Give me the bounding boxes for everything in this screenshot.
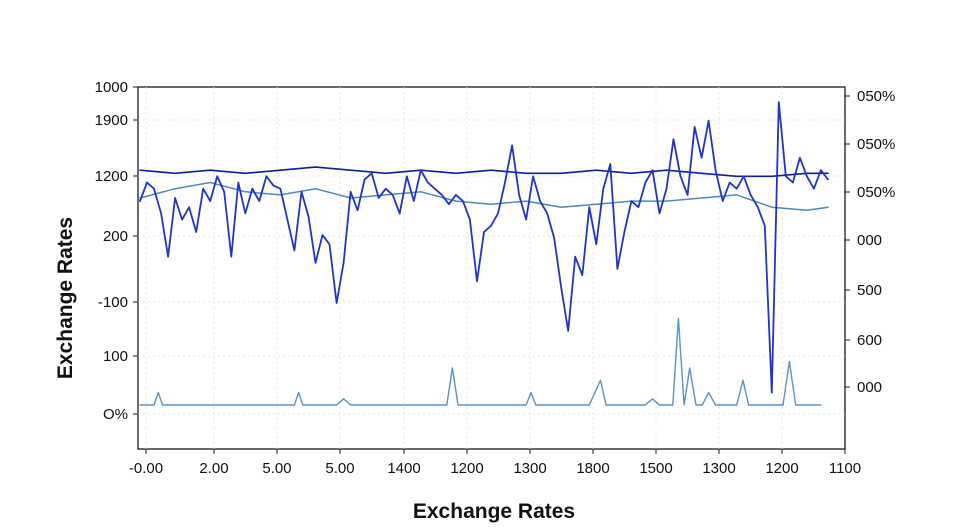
y-left-tick-label: 1900 bbox=[95, 112, 128, 129]
y-left-tick-label: 200 bbox=[103, 228, 128, 245]
grid-lines bbox=[138, 87, 845, 449]
x-tick-label: 1500 bbox=[639, 460, 672, 477]
x-tick-label: 1300 bbox=[702, 460, 735, 477]
x-tick-label: 1200 bbox=[765, 460, 798, 477]
x-axis-title: Exchange Rates bbox=[413, 500, 575, 523]
y-right-tick-label: 050% bbox=[857, 136, 895, 153]
y-right-tick-label: 000 bbox=[857, 379, 882, 396]
y-left-tick-label: 1200 bbox=[95, 168, 128, 185]
y-axis-title: Exchange Rates bbox=[54, 217, 77, 379]
series-line-flat-dark bbox=[139, 166, 829, 178]
y-right-tick-label: 600 bbox=[857, 332, 882, 349]
y-right-axis: 050% 050% 050% 000 500 600 000 bbox=[845, 88, 895, 396]
y-left-tick-label: 1000 bbox=[95, 79, 128, 96]
y-left-axis: 1000 1900 1200 200 -100 100 O% bbox=[95, 79, 138, 423]
y-left-tick-label: 100 bbox=[103, 348, 128, 365]
series-line-volatile bbox=[139, 101, 829, 394]
plot-frame bbox=[137, 86, 846, 450]
x-tick-label: -0.00 bbox=[129, 460, 163, 477]
x-tick-label: 1200 bbox=[450, 460, 483, 477]
y-right-tick-label: 000 bbox=[857, 232, 882, 249]
x-tick-label: 2.00 bbox=[199, 460, 228, 477]
y-right-tick-label: 050% bbox=[857, 88, 895, 105]
y-right-tick-label: 500 bbox=[857, 282, 882, 299]
x-tick-label: 1800 bbox=[576, 460, 609, 477]
x-tick-label: 1100 bbox=[829, 460, 861, 477]
x-tick-label: 1300 bbox=[513, 460, 546, 477]
y-right-tick-label: 050% bbox=[857, 184, 895, 201]
y-left-tick-label: O% bbox=[103, 406, 128, 423]
plot-area bbox=[139, 101, 829, 406]
y-left-tick-label: -100 bbox=[98, 294, 128, 311]
x-axis: -0.00 2.00 5.00 5.00 1400 1200 1300 1800 1500 130… bbox=[129, 449, 861, 477]
x-tick-label: 5.00 bbox=[262, 460, 291, 477]
series-line-spikes bbox=[139, 317, 822, 406]
x-tick-label: 1400 bbox=[387, 460, 420, 477]
x-tick-label: 5.00 bbox=[325, 460, 354, 477]
